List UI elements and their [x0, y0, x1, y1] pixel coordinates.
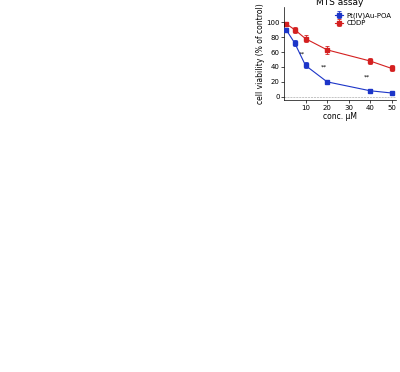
- Text: **: **: [364, 75, 370, 80]
- Text: **: **: [321, 65, 327, 70]
- X-axis label: conc. μM: conc. μM: [323, 112, 357, 121]
- Title: MTS assay: MTS assay: [316, 0, 364, 7]
- Legend: Pt(IV)Au-POA, CDDP: Pt(IV)Au-POA, CDDP: [334, 11, 392, 28]
- Text: **: **: [299, 51, 306, 56]
- Y-axis label: cell viability (% of control): cell viability (% of control): [256, 4, 265, 104]
